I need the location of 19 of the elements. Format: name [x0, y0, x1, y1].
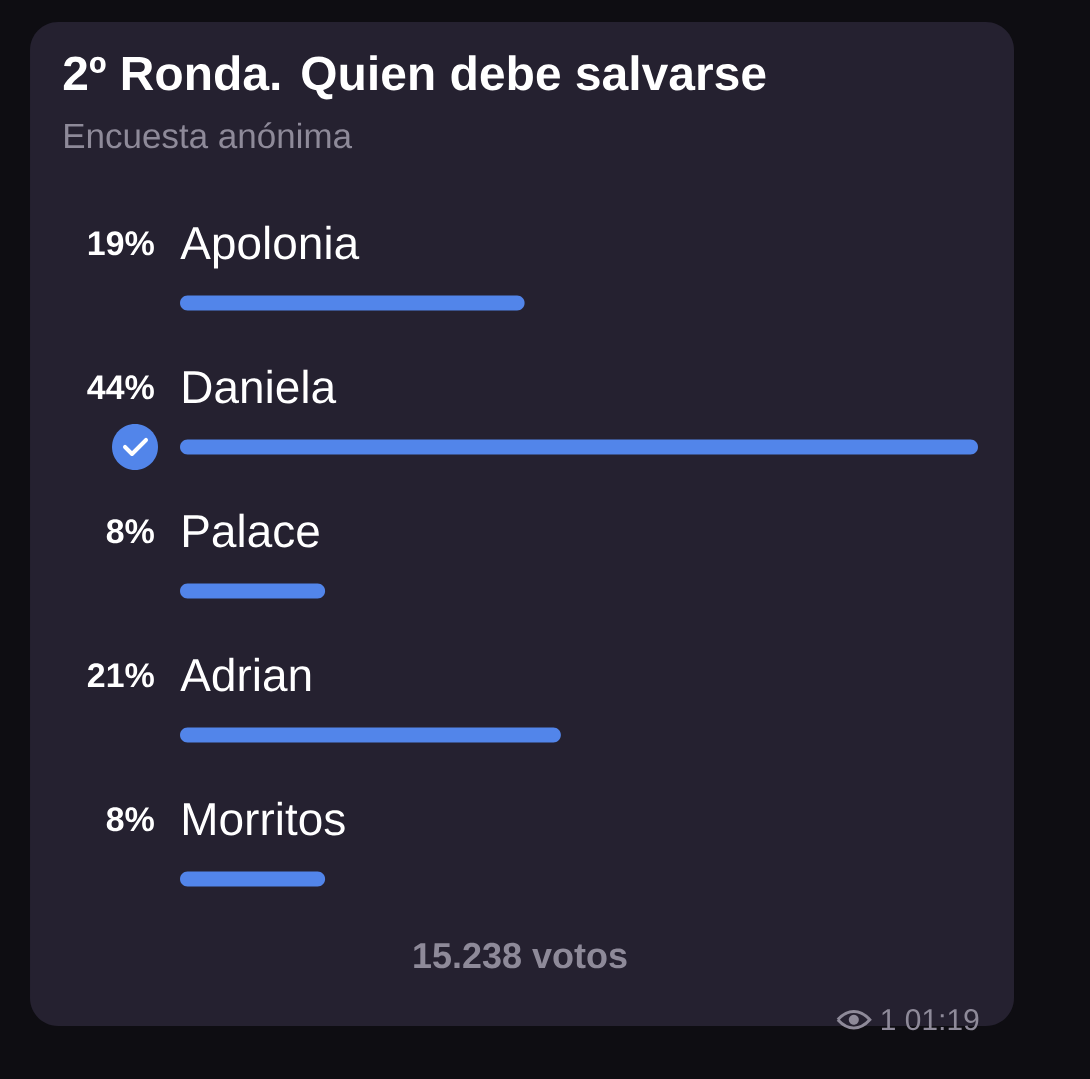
- chart-title: 2º Ronda. Quien debe salvarse: [63, 55, 766, 100]
- bar: [180, 583, 326, 599]
- bar: [180, 727, 561, 743]
- data-label: 8%: [106, 519, 154, 544]
- data-label: 19%: [88, 231, 154, 256]
- chart-subtitle: Encuesta anónima: [65, 122, 353, 149]
- data-label: 21%: [87, 663, 154, 688]
- data-label: 44%: [87, 375, 154, 400]
- y-tick-label: Daniela: [183, 369, 337, 404]
- bar: [180, 295, 525, 311]
- data-label: 8%: [106, 807, 154, 832]
- y-tick-label: Morritos: [183, 801, 345, 836]
- y-tick-label: Palace: [183, 513, 319, 548]
- text: 15.238 votos: [414, 942, 627, 969]
- bar: [180, 439, 978, 455]
- text: 1 01:19: [882, 1009, 979, 1031]
- y-tick-label: Apolonia: [180, 225, 360, 269]
- bar: [180, 871, 326, 887]
- y-tick-label: Adrian: [180, 657, 311, 692]
